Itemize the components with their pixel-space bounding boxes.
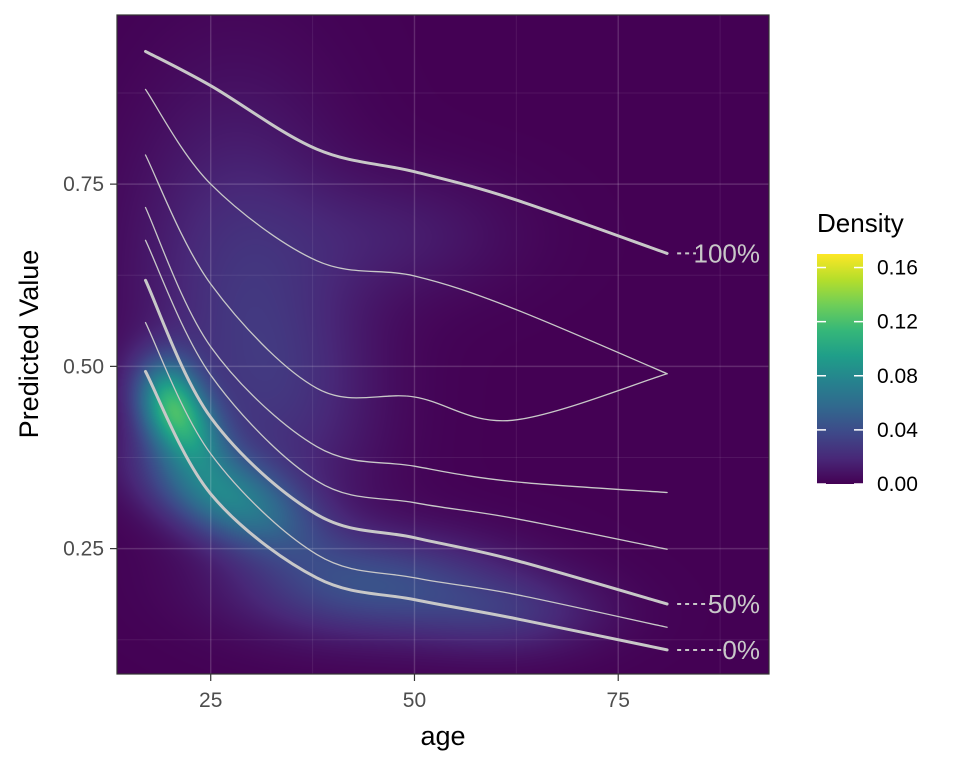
x-axis-title: age [420,721,465,751]
percentile-curve [144,321,668,628]
percentile-50-label: 50% [708,589,760,619]
percentile-0-curve [144,370,669,652]
y-tick-label: 0.75 [63,173,104,196]
y-axis-title: Predicted Value [14,250,44,439]
x-tick-label: 50 [403,689,426,712]
percentile-curves [144,49,669,652]
y-tick-label: 0.25 [63,538,104,561]
y-tick-label: 0.50 [63,355,104,378]
x-tick-label: 75 [607,689,630,712]
legend-tick-label: 0.04 [877,419,918,442]
percentile-100-label: 100% [694,238,761,268]
legend-tick-label: 0.00 [877,473,918,496]
percentile-curve [144,206,668,494]
x-tick-label: 25 [199,689,222,712]
axes: 25 50 75 0.25 0.50 0.75 [63,173,630,712]
legend-tick-label: 0.16 [877,257,918,280]
grid-lines [117,15,769,674]
percentile-curve [144,239,668,550]
legend-ticks: 0.00 0.04 0.08 0.12 0.16 [817,257,918,496]
percentile-100-curve [144,49,669,255]
legend-colorbar [817,254,863,484]
legend-tick-label: 0.08 [877,365,918,388]
percentile-50-curve [144,278,669,606]
panel-border [116,14,770,675]
percentile-curve [144,154,668,422]
legend-tick-label: 0.12 [877,311,918,334]
percentile-curve [144,88,668,375]
percentile-0-label: 0% [722,635,760,665]
curve-labels: 0% 50% 100% [677,238,760,665]
density-heatmap [117,15,769,674]
density-heatmap-layer [117,15,769,674]
legend-title: Density [817,208,904,238]
color-legend: Density 0.00 0.04 0.08 0.12 0.16 [817,208,918,496]
